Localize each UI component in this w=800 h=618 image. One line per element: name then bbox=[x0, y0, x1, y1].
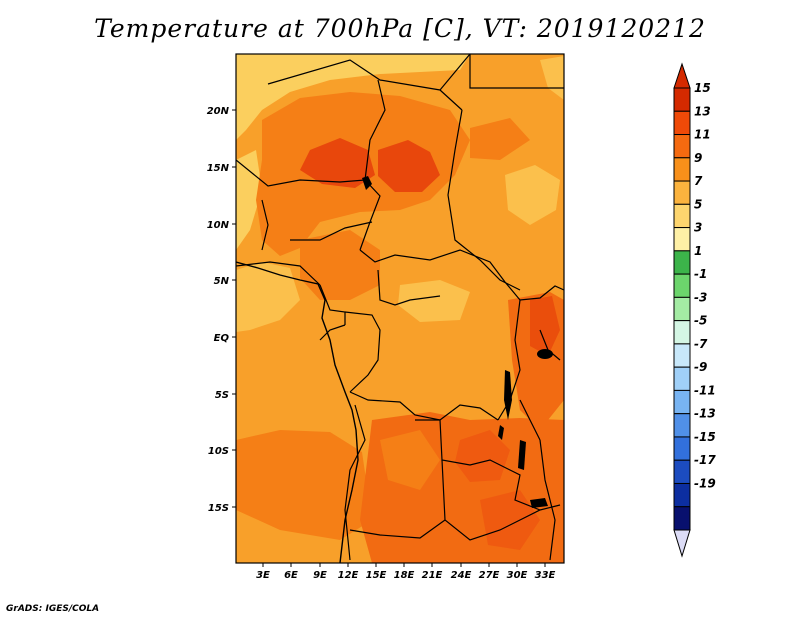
lon-label: 27E bbox=[479, 570, 500, 581]
grads-credit: GrADS: IGES/COLA bbox=[6, 604, 100, 614]
longitude-labels: 3E 6E 9E 12E 15E 18E 21E 24E 27E 30E 33E bbox=[256, 570, 555, 581]
lat-label: 5N bbox=[214, 276, 230, 287]
colorbar-box bbox=[673, 413, 691, 438]
colorbar-box bbox=[673, 389, 691, 415]
colorbar-label: 11 bbox=[694, 128, 711, 142]
colorbar-box bbox=[673, 87, 691, 112]
lat-label: 15N bbox=[207, 163, 230, 174]
coastline bbox=[236, 261, 359, 563]
lon-label: 18E bbox=[394, 570, 415, 581]
colorbar-box bbox=[673, 343, 691, 368]
colorbar-box bbox=[673, 482, 691, 508]
colorbar-label: 9 bbox=[694, 151, 702, 165]
colorbar-box bbox=[673, 110, 691, 136]
colorbar-box bbox=[673, 180, 691, 205]
colorbar-label: 3 bbox=[694, 221, 702, 235]
colorbar-label: -15 bbox=[694, 430, 716, 444]
colorbar-box bbox=[673, 134, 691, 159]
colorbar-label: 13 bbox=[694, 104, 711, 118]
colorbar-arrow-top bbox=[673, 62, 691, 89]
colorbar-label: -7 bbox=[694, 337, 708, 351]
colorbar-label: -13 bbox=[694, 407, 716, 421]
lon-label: 3E bbox=[256, 570, 270, 581]
colorbar-label: -1 bbox=[694, 267, 707, 281]
lon-label: 9E bbox=[313, 570, 327, 581]
colorbar-box bbox=[673, 227, 691, 252]
lat-label: EQ bbox=[214, 333, 230, 344]
colorbar-label: 15 bbox=[694, 81, 711, 95]
colorbar-labels: 15 13 11 9 7 5 3 1 -1 -3 -5 -7 -9 -11 -13 -15 -17 -19 bbox=[694, 81, 716, 490]
colorbar-box bbox=[673, 296, 691, 322]
colorbar: 15 13 11 9 7 5 3 1 -1 -3 -5 -7 -9 -11 -13 -15 -17 -19 bbox=[673, 62, 716, 558]
lat-label: 15S bbox=[208, 503, 229, 514]
colorbar-label: 7 bbox=[694, 174, 703, 188]
lat-label: 10S bbox=[208, 446, 229, 457]
colorbar-box bbox=[673, 320, 691, 345]
colorbar-label: -17 bbox=[694, 453, 716, 467]
colorbar-box bbox=[673, 366, 691, 391]
axis-ticks bbox=[232, 109, 546, 567]
temperature-field bbox=[236, 54, 564, 563]
colorbar-label: -19 bbox=[694, 476, 716, 490]
lat-label: 20N bbox=[207, 106, 230, 117]
colorbar-label: -5 bbox=[694, 314, 707, 328]
colorbar-box bbox=[673, 506, 691, 531]
colorbar-boxes bbox=[673, 87, 691, 531]
colorbar-box bbox=[673, 459, 691, 484]
lon-label: 6E bbox=[284, 570, 298, 581]
colorbar-box bbox=[673, 436, 691, 461]
colorbar-box bbox=[673, 203, 691, 229]
colorbar-box bbox=[673, 157, 691, 182]
map-frame bbox=[235, 53, 565, 564]
lakes bbox=[362, 176, 553, 508]
colorbar-label: -3 bbox=[694, 290, 707, 304]
colorbar-label: -9 bbox=[694, 360, 707, 374]
lon-label: 21E bbox=[422, 570, 443, 581]
latitude-labels: 20N 15N 10N 5N EQ 5S 10S 15S bbox=[207, 106, 230, 514]
lon-label: 30E bbox=[507, 570, 528, 581]
colorbar-label: -11 bbox=[694, 383, 716, 397]
colorbar-box bbox=[673, 273, 691, 298]
colorbar-arrow-bottom bbox=[673, 529, 691, 558]
map-title: Temperature at 700hPa [C], VT: 201912021… bbox=[94, 14, 706, 43]
lat-label: 5S bbox=[215, 390, 229, 401]
lon-label: 12E bbox=[338, 570, 359, 581]
colorbar-box bbox=[673, 250, 691, 275]
colorbar-label: 1 bbox=[694, 244, 702, 258]
lon-label: 33E bbox=[535, 570, 556, 581]
lat-label: 10N bbox=[207, 220, 230, 231]
lon-label: 24E bbox=[451, 570, 472, 581]
colorbar-label: 5 bbox=[694, 197, 702, 211]
lon-label: 15E bbox=[366, 570, 387, 581]
